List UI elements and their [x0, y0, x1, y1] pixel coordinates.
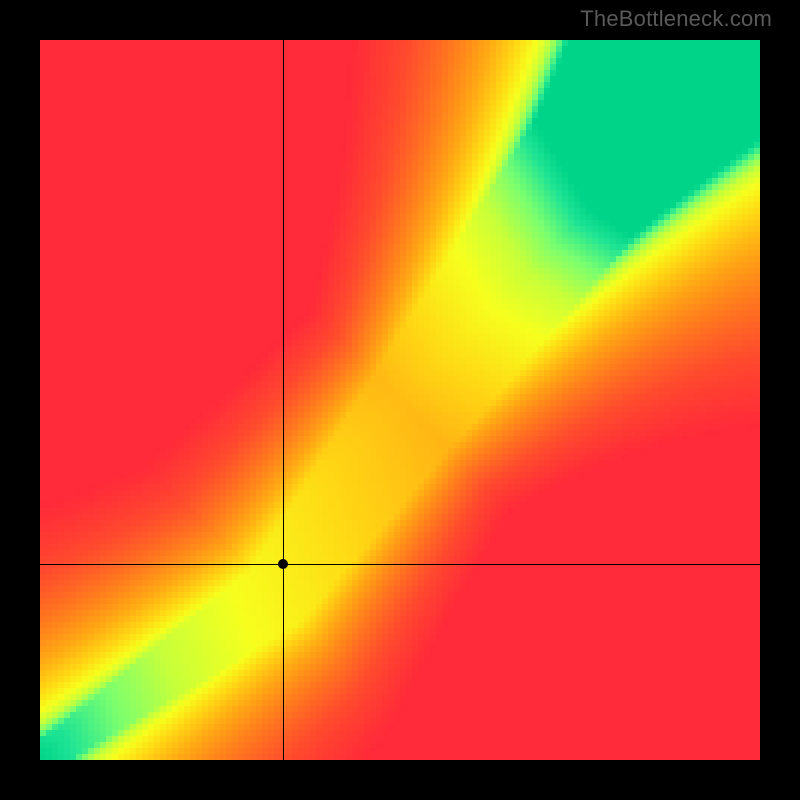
crosshair-horizontal — [40, 564, 760, 565]
heatmap-plot — [40, 40, 760, 760]
marker-point — [278, 559, 288, 569]
crosshair-vertical — [283, 40, 284, 760]
watermark-text: TheBottleneck.com — [580, 6, 772, 32]
heatmap-canvas — [40, 40, 760, 760]
